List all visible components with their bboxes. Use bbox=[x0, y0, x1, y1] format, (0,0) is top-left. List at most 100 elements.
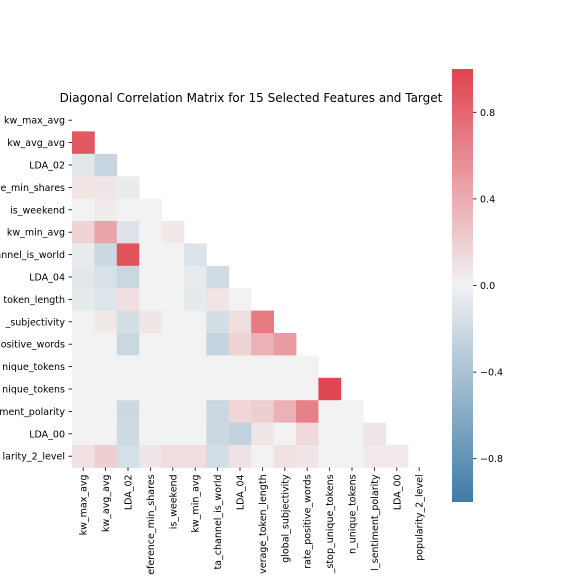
heatmap-cell bbox=[161, 243, 185, 267]
heatmap-cell bbox=[318, 422, 342, 446]
column-tick-labels: kw_max_avg kw_avg_avg LDA_02 eference_min_s… bbox=[79, 467, 426, 575]
colorbar: 0.8 0.4 0.0 −0.4 −0.8 bbox=[452, 69, 503, 502]
row-tick-label: ositive_words bbox=[1, 340, 65, 351]
heatmap-cell bbox=[206, 310, 230, 334]
heatmap-cell bbox=[251, 377, 274, 401]
heatmap-cell bbox=[318, 400, 342, 423]
heatmap-cell bbox=[318, 445, 342, 468]
row-tick-label: nique_tokens bbox=[2, 362, 65, 373]
heatmap-cell bbox=[161, 377, 185, 401]
heatmap-cell bbox=[206, 377, 230, 401]
row-tick-label: hannel_is_world bbox=[0, 250, 65, 261]
column-tick-label: eference_min_shares bbox=[146, 474, 157, 574]
colorbar-tick-label: 0.0 bbox=[480, 281, 495, 292]
heatmap-cell bbox=[184, 310, 207, 334]
heatmap-cell bbox=[251, 310, 274, 334]
heatmap-cell bbox=[72, 265, 95, 289]
colorbar-tick-label: 0.4 bbox=[480, 194, 495, 205]
row-tick-label: is_weekend bbox=[10, 205, 65, 216]
heatmap-cell bbox=[251, 400, 274, 423]
heatmap-cell bbox=[116, 198, 140, 222]
heatmap-cell bbox=[139, 422, 162, 446]
heatmap-cell bbox=[184, 355, 207, 379]
heatmap-cell bbox=[251, 355, 274, 379]
heatmap-cell bbox=[139, 221, 162, 244]
heatmap-cell bbox=[116, 288, 140, 311]
heatmap-cell bbox=[296, 445, 319, 468]
heatmap-cells bbox=[72, 131, 409, 468]
heatmap-cell bbox=[161, 445, 185, 468]
heatmap-cell bbox=[296, 377, 319, 401]
column-tick-label: popularity_2_level bbox=[415, 474, 426, 560]
row-tick-label: LDA_04 bbox=[29, 273, 65, 284]
heatmap-cell bbox=[94, 377, 118, 401]
heatmap-cell bbox=[94, 153, 118, 177]
heatmap-cell bbox=[296, 422, 319, 446]
heatmap-cell bbox=[72, 333, 95, 356]
row-tick-label: ment_polarity bbox=[0, 407, 65, 418]
heatmap-cell bbox=[228, 355, 252, 379]
heatmap-cell bbox=[206, 355, 230, 379]
heatmap-cell bbox=[184, 333, 207, 356]
row-tick-label: kw_max_avg bbox=[4, 116, 65, 127]
heatmap-cell bbox=[273, 377, 297, 401]
column-tick-label: LDA_00 bbox=[392, 474, 403, 510]
heatmap-cell bbox=[296, 355, 319, 379]
heatmap-cell bbox=[116, 333, 140, 356]
heatmap-cell bbox=[116, 377, 140, 401]
heatmap-cell bbox=[139, 198, 162, 222]
heatmap-cell bbox=[139, 445, 162, 468]
heatmap-cell bbox=[228, 288, 252, 311]
heatmap-cell bbox=[72, 445, 95, 468]
heatmap-cell bbox=[139, 333, 162, 356]
heatmap-cell bbox=[72, 355, 95, 379]
column-tick-label: LDA_04 bbox=[236, 474, 247, 510]
heatmap-cell bbox=[94, 288, 118, 311]
heatmap-cell bbox=[206, 265, 230, 289]
heatmap-cell bbox=[116, 445, 140, 468]
heatmap-cell bbox=[94, 445, 118, 468]
heatmap-cell bbox=[184, 445, 207, 468]
heatmap-cell bbox=[116, 400, 140, 423]
heatmap-cell bbox=[228, 400, 252, 423]
heatmap-cell bbox=[206, 445, 230, 468]
row-tick-label: kw_avg_avg bbox=[7, 138, 65, 149]
column-tick-label: LDA_02 bbox=[124, 474, 135, 510]
row-tick-label: e_min_shares bbox=[0, 183, 65, 194]
heatmap-cell bbox=[116, 176, 140, 199]
heatmap-cell bbox=[161, 265, 185, 289]
heatmap-cell bbox=[184, 422, 207, 446]
heatmap-cell bbox=[273, 355, 297, 379]
heatmap-cell bbox=[94, 310, 118, 334]
column-tick-label: ta_channel_is_world bbox=[213, 474, 224, 569]
heatmap-cell bbox=[139, 243, 162, 267]
column-tick-label: is_weekend bbox=[168, 474, 179, 529]
heatmap-cell bbox=[72, 153, 95, 177]
heatmap-cell bbox=[184, 288, 207, 311]
colorbar-tick-label: −0.8 bbox=[480, 454, 503, 465]
heatmap-cell bbox=[184, 243, 207, 267]
heatmap-cell bbox=[139, 400, 162, 423]
heatmap-cell bbox=[94, 400, 118, 423]
heatmap-cell bbox=[72, 176, 95, 199]
row-tick-label: nique_tokens bbox=[2, 385, 65, 396]
row-tick-label: LDA_00 bbox=[29, 429, 65, 440]
heatmap-cell bbox=[72, 422, 95, 446]
heatmap-cell bbox=[116, 265, 140, 289]
column-tick-label: kw_min_avg bbox=[191, 474, 202, 532]
heatmap-cell bbox=[72, 198, 95, 222]
heatmap-cell bbox=[72, 400, 95, 423]
chart-title: Diagonal Correlation Matrix for 15 Selec… bbox=[60, 91, 443, 105]
heatmap-cell bbox=[206, 288, 230, 311]
heatmap-cell bbox=[161, 288, 185, 311]
row-tick-label: kw_min_avg bbox=[7, 228, 65, 239]
heatmap-cell bbox=[72, 221, 95, 244]
heatmap-cell bbox=[161, 422, 185, 446]
heatmap-cell bbox=[184, 265, 207, 289]
heatmap-cell bbox=[161, 400, 185, 423]
row-tick-label: token_length bbox=[3, 295, 65, 306]
heatmap-cell bbox=[363, 445, 386, 468]
heatmap-cell bbox=[273, 422, 297, 446]
heatmap-cell bbox=[161, 355, 185, 379]
